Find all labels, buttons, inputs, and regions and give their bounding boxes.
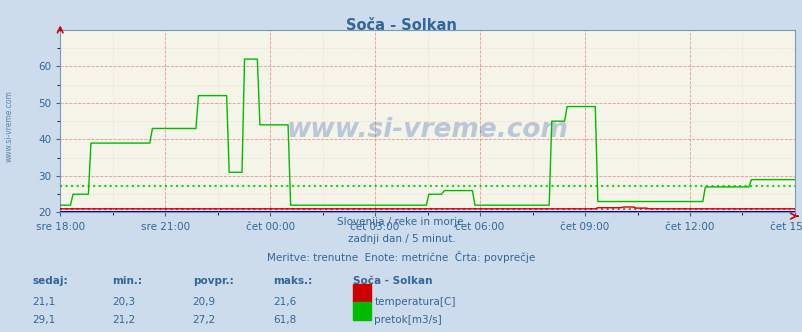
Text: 21,1: 21,1 bbox=[32, 297, 55, 307]
Text: 21,6: 21,6 bbox=[273, 297, 296, 307]
Text: Soča - Solkan: Soča - Solkan bbox=[353, 276, 432, 286]
Text: 20,9: 20,9 bbox=[192, 297, 216, 307]
Text: povpr.:: povpr.: bbox=[192, 276, 233, 286]
Text: www.si-vreme.com: www.si-vreme.com bbox=[286, 117, 568, 143]
Text: temperatura[C]: temperatura[C] bbox=[374, 297, 455, 307]
Text: www.si-vreme.com: www.si-vreme.com bbox=[5, 90, 14, 162]
Text: 20,3: 20,3 bbox=[112, 297, 136, 307]
Text: zadnji dan / 5 minut.: zadnji dan / 5 minut. bbox=[347, 234, 455, 244]
Text: 29,1: 29,1 bbox=[32, 315, 55, 325]
Text: min.:: min.: bbox=[112, 276, 142, 286]
Text: Soča - Solkan: Soča - Solkan bbox=[346, 18, 456, 33]
Text: 21,2: 21,2 bbox=[112, 315, 136, 325]
Text: 27,2: 27,2 bbox=[192, 315, 216, 325]
Text: Slovenija / reke in morje.: Slovenija / reke in morje. bbox=[336, 217, 466, 227]
Text: maks.:: maks.: bbox=[273, 276, 312, 286]
Text: Meritve: trenutne  Enote: metrične  Črta: povprečje: Meritve: trenutne Enote: metrične Črta: … bbox=[267, 251, 535, 263]
Text: sedaj:: sedaj: bbox=[32, 276, 67, 286]
Text: pretok[m3/s]: pretok[m3/s] bbox=[374, 315, 441, 325]
Text: 61,8: 61,8 bbox=[273, 315, 296, 325]
